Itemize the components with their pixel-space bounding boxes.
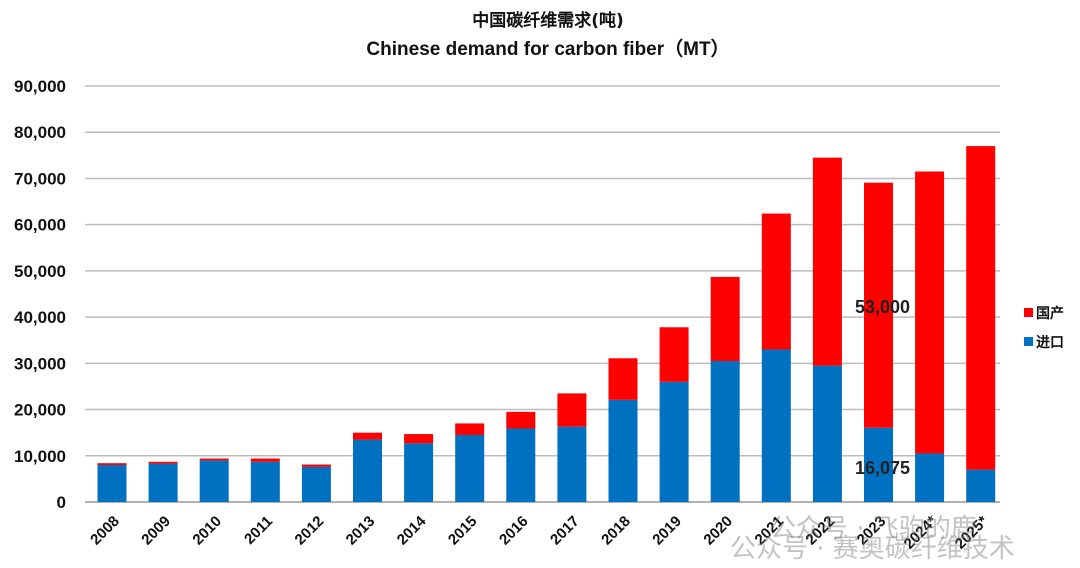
data-label: 16,075 <box>855 458 910 478</box>
y-tick-label: 90,000 <box>14 77 66 96</box>
bar-进口-2019 <box>659 381 689 502</box>
y-tick-label: 10,000 <box>14 447 66 466</box>
bar-进口-2024* <box>915 453 945 502</box>
legend-label: 进口 <box>1036 335 1064 351</box>
x-tick-label: 2013 <box>343 513 379 549</box>
bar-国产-2013 <box>353 432 382 440</box>
x-tick-label: 2016 <box>496 513 532 549</box>
bar-进口-2013 <box>353 439 382 502</box>
bar-国产-2021 <box>761 213 791 350</box>
y-tick-label: 50,000 <box>14 262 66 281</box>
x-tick-label: 2012 <box>292 513 328 549</box>
bar-进口-2008 <box>97 465 127 502</box>
legend-swatch-进口 <box>1024 337 1033 346</box>
y-tick-label: 70,000 <box>14 169 66 188</box>
bar-国产-2017 <box>557 393 587 427</box>
watermark-2: 公众号 · 赛奥碳纤维技术 <box>730 534 1015 564</box>
bar-进口-2014 <box>404 443 434 502</box>
chart-subtitle: Chinese demand for carbon fiber（MT） <box>366 39 730 60</box>
bar-国产-2008 <box>97 463 127 466</box>
x-tick-label: 2008 <box>87 513 123 549</box>
bar-进口-2009 <box>148 463 178 502</box>
x-tick-label: 2017 <box>547 513 583 549</box>
y-tick-label: 60,000 <box>14 216 66 235</box>
bar-国产-2025* <box>966 146 996 470</box>
bar-进口-2023 <box>864 427 893 502</box>
x-tick-label: 2014 <box>394 512 430 548</box>
bar-国产-2024* <box>915 171 945 454</box>
chart-title: 中国碳纤维需求(吨) <box>472 11 624 31</box>
x-tick-label: 2011 <box>241 513 276 548</box>
bar-进口-2012 <box>301 466 331 502</box>
bar-进口-2017 <box>557 426 587 502</box>
legend-label: 国产 <box>1036 305 1064 322</box>
bar-国产-2010 <box>199 458 229 461</box>
bar-进口-2016 <box>506 428 536 502</box>
bar-进口-2022 <box>812 365 842 502</box>
bar-国产-2020 <box>710 276 740 362</box>
y-tick-label: 40,000 <box>14 308 66 327</box>
y-tick-label: 30,000 <box>14 354 66 373</box>
x-tick-label: 2018 <box>598 513 634 549</box>
bar-国产-2015 <box>455 423 485 435</box>
bar-国产-2011 <box>250 458 280 462</box>
bar-国产-2012 <box>301 464 331 467</box>
bar-进口-2025* <box>966 469 996 502</box>
x-tick-label: 2009 <box>138 513 174 549</box>
bar-进口-2021 <box>761 349 791 502</box>
bar-进口-2015 <box>455 434 485 502</box>
x-tick-label: 2019 <box>649 513 685 549</box>
bar-进口-2018 <box>608 399 638 502</box>
y-tick-label: 0 <box>57 493 66 512</box>
bar-国产-2014 <box>404 434 434 444</box>
bar-进口-2020 <box>710 361 740 502</box>
y-tick-label: 20,000 <box>14 401 66 420</box>
x-tick-label: 2010 <box>189 513 225 549</box>
x-tick-label: 2015 <box>445 513 481 549</box>
bar-国产-2023 <box>864 182 893 428</box>
bar-国产-2019 <box>659 327 689 382</box>
bar-国产-2016 <box>506 411 536 429</box>
legend-swatch-国产 <box>1024 308 1033 317</box>
bar-进口-2010 <box>199 460 229 502</box>
data-label: 53,000 <box>855 297 910 317</box>
bar-进口-2011 <box>250 461 280 502</box>
y-tick-label: 80,000 <box>14 123 66 142</box>
bar-国产-2009 <box>148 461 178 464</box>
bar-国产-2018 <box>608 358 638 400</box>
bar-国产-2022 <box>812 157 842 366</box>
watermark-1: 公众号 · 飞驹的鹿 <box>770 514 977 544</box>
